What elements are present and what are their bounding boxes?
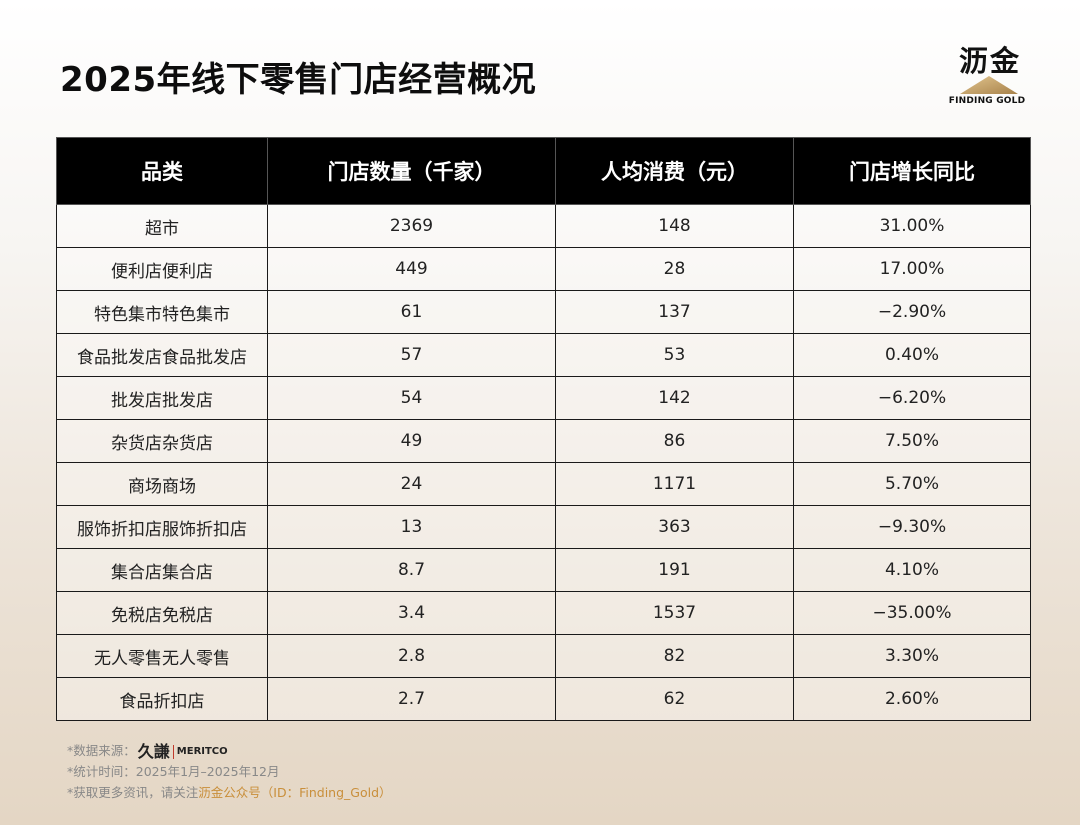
cell-growth: −35.00% — [793, 591, 1031, 635]
table-row: 服饰折扣店服饰折扣店 13 363 −9.30% — [56, 505, 1031, 549]
header-store-count: 门店数量（千家） — [267, 137, 556, 205]
brand-logo: 沥金 FINDING GOLD — [942, 38, 1032, 110]
cell-store-count: 2.7 — [267, 677, 556, 721]
cell-avg-spend: 142 — [555, 376, 794, 420]
cell-category: 商场商场 — [56, 462, 268, 506]
cell-growth: 5.70% — [793, 462, 1031, 506]
cell-growth: 4.10% — [793, 548, 1031, 592]
retail-store-table: 品类 门店数量（千家） 人均消费（元） 门店增长同比 超市 2369 148 3… — [56, 137, 1031, 721]
page-title: 2025年线下零售门店经营概况 — [60, 60, 537, 100]
table-row: 特色集市特色集市 61 137 −2.90% — [56, 290, 1031, 334]
source-logo-cn: 久謙 — [137, 742, 170, 761]
cell-category: 超市 — [56, 204, 268, 248]
cell-avg-spend: 62 — [555, 677, 794, 721]
cell-category: 便利店便利店 — [56, 247, 268, 291]
footer-source: *数据来源： 久謙 MERITCO — [67, 740, 392, 761]
cell-store-count: 3.4 — [267, 591, 556, 635]
wechat-account-link[interactable]: 沥金公众号（ID：Finding_Gold） — [198, 785, 392, 800]
table-row: 批发店批发店 54 142 −6.20% — [56, 376, 1031, 420]
cell-store-count: 13 — [267, 505, 556, 549]
period-value: 2025年1月–2025年12月 — [135, 764, 280, 779]
source-label: *数据来源： — [67, 743, 136, 758]
cell-avg-spend: 82 — [555, 634, 794, 678]
cell-category: 集合店集合店 — [56, 548, 268, 592]
cell-category: 无人零售无人零售 — [56, 634, 268, 678]
table-row: 免税店免税店 3.4 1537 −35.00% — [56, 591, 1031, 635]
cell-category: 特色集市特色集市 — [56, 290, 268, 334]
cell-avg-spend: 86 — [555, 419, 794, 463]
cell-avg-spend: 28 — [555, 247, 794, 291]
cell-growth: 2.60% — [793, 677, 1031, 721]
cell-store-count: 57 — [267, 333, 556, 377]
period-label: *统计时间： — [67, 764, 136, 779]
table-row: 杂货店杂货店 49 86 7.50% — [56, 419, 1031, 463]
cell-avg-spend: 1537 — [555, 591, 794, 635]
cell-store-count: 2.8 — [267, 634, 556, 678]
cell-growth: −2.90% — [793, 290, 1031, 334]
header-growth-yoy: 门店增长同比 — [793, 137, 1031, 205]
footer-more-info: *获取更多资讯，请关注沥金公众号（ID：Finding_Gold） — [67, 782, 392, 803]
header-category: 品类 — [56, 137, 268, 205]
footer-period: *统计时间：2025年1月–2025年12月 — [67, 761, 392, 782]
table-row: 便利店便利店 449 28 17.00% — [56, 247, 1031, 291]
brand-name: 沥金 — [958, 44, 1021, 78]
footer-notes: *数据来源： 久謙 MERITCO *统计时间：2025年1月–2025年12月 *… — [67, 740, 392, 803]
cell-store-count: 8.7 — [267, 548, 556, 592]
table-row: 集合店集合店 8.7 191 4.10% — [56, 548, 1031, 592]
cell-growth: 17.00% — [793, 247, 1031, 291]
more-prefix: *获取更多资讯，请关注 — [67, 785, 199, 800]
table-row: 食品折扣店 2.7 62 2.60% — [56, 677, 1031, 721]
cell-growth: −6.20% — [793, 376, 1031, 420]
cell-store-count: 2369 — [267, 204, 556, 248]
cell-category: 服饰折扣店服饰折扣店 — [56, 505, 268, 549]
table-header-row: 品类 门店数量（千家） 人均消费（元） 门店增长同比 — [56, 137, 1031, 205]
cell-growth: 3.30% — [793, 634, 1031, 678]
cell-avg-spend: 137 — [555, 290, 794, 334]
brand-subtitle: FINDING GOLD — [948, 96, 1026, 106]
cell-category: 批发店批发店 — [56, 376, 268, 420]
cell-store-count: 24 — [267, 462, 556, 506]
source-logo-divider — [172, 744, 174, 759]
cell-category: 食品批发店食品批发店 — [56, 333, 268, 377]
cell-store-count: 54 — [267, 376, 556, 420]
table-row: 食品批发店食品批发店 57 53 0.40% — [56, 333, 1031, 377]
cell-growth: −9.30% — [793, 505, 1031, 549]
cell-growth: 0.40% — [793, 333, 1031, 377]
cell-avg-spend: 363 — [555, 505, 794, 549]
cell-avg-spend: 191 — [555, 548, 794, 592]
cell-growth: 31.00% — [793, 204, 1031, 248]
cell-growth: 7.50% — [793, 419, 1031, 463]
source-logo-en: MERITCO — [176, 745, 228, 757]
cell-category: 杂货店杂货店 — [56, 419, 268, 463]
cell-store-count: 61 — [267, 290, 556, 334]
cell-avg-spend: 1171 — [555, 462, 794, 506]
cell-category: 食品折扣店 — [56, 677, 268, 721]
cell-category: 免税店免税店 — [56, 591, 268, 635]
table-row: 商场商场 24 1171 5.70% — [56, 462, 1031, 506]
cell-avg-spend: 53 — [555, 333, 794, 377]
cell-avg-spend: 148 — [555, 204, 794, 248]
cell-store-count: 449 — [267, 247, 556, 291]
table-row: 无人零售无人零售 2.8 82 3.30% — [56, 634, 1031, 678]
mountain-triangle-icon — [960, 76, 1018, 94]
cell-store-count: 49 — [267, 419, 556, 463]
header-avg-spend: 人均消费（元） — [555, 137, 794, 205]
table-row: 超市 2369 148 31.00% — [56, 204, 1031, 248]
